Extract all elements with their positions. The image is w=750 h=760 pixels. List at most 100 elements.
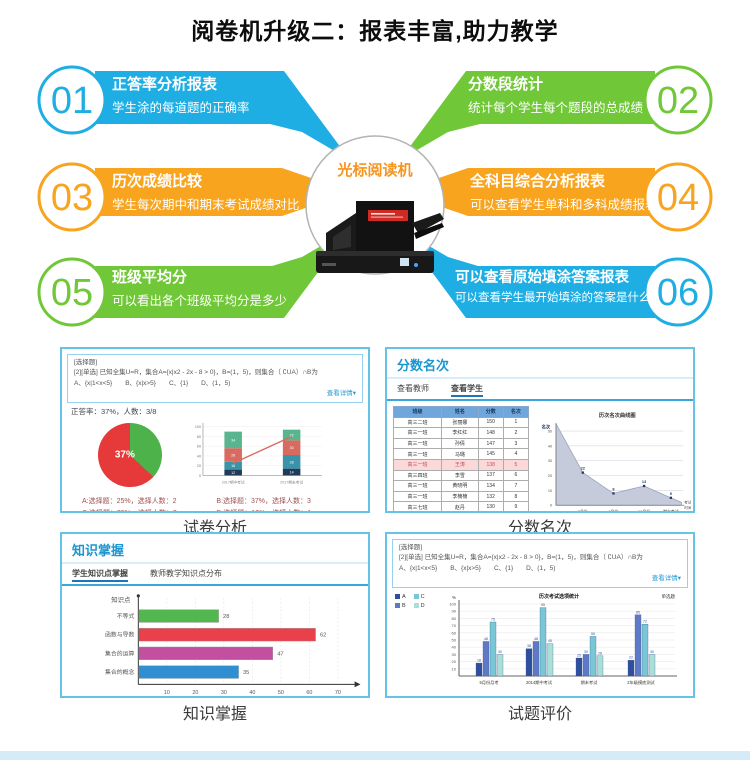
question-box-2: [选择题] [2][单选] 已知全集U=R，集合A={x|x2 - 2x - 8… — [392, 539, 688, 588]
svg-text:40: 40 — [249, 690, 255, 696]
svg-text:2014期中考试: 2014期中考试 — [526, 679, 553, 686]
feature-04-text: 全科目综合分析报表 可以查看学生单科和多科成绩报表 — [470, 173, 658, 213]
svg-text:5: 5 — [670, 492, 673, 496]
question-options: A、{x|1<x<5} B、{x|x>5} C、{1} D、(1，5) — [74, 379, 231, 387]
tab-view-student[interactable]: 查看学生 — [451, 383, 483, 397]
feature-03-text: 历次成绩比较 学生每次期中和期末考试成绩对比 — [112, 173, 300, 213]
badge-04: 04 — [643, 162, 713, 232]
ribbon-03 — [95, 168, 352, 216]
svg-text:48: 48 — [484, 637, 488, 641]
option-legend: A:选择题：25%，选择人数：2 B:选择题：37%，选择人数：3 C:选择题：… — [62, 493, 368, 511]
rank-table-wrap: 班级 姓名 分数 名次 高三二班 张丽娜 150 1 高三一班 李红红 148 2 高三一班 孙倩 147… — [392, 406, 530, 513]
legend-b: B:选择题：37%，选择人数：3 — [216, 497, 311, 505]
swatch-d — [413, 603, 419, 609]
table-row[interactable]: 高三一班 黄晓明 134 7 — [392, 480, 530, 492]
svg-text:6月份: 6月份 — [609, 509, 619, 513]
svg-text:06: 06 — [657, 272, 699, 314]
svg-text:3月份: 3月份 — [578, 509, 588, 513]
svg-text:50: 50 — [278, 690, 284, 696]
tab-teacher-knowledge[interactable]: 教师教学知识点分布 — [150, 569, 222, 578]
badge-05: 05 — [37, 257, 107, 327]
svg-text:考试: 考试 — [684, 499, 691, 504]
correct-rate-pie-chart: 37% — [98, 422, 162, 487]
feature-02-desc: 统计每个学生每个题段的总成绩 — [468, 100, 644, 115]
svg-text:10月份: 10月份 — [638, 509, 650, 513]
view-detail-link[interactable]: 查看详情▾ — [326, 390, 356, 398]
caption-evaluation: 试题评价 — [507, 706, 572, 723]
table-row[interactable]: 高三七班 赵丹 130 9 — [392, 501, 530, 511]
svg-text:47: 47 — [277, 651, 283, 657]
svg-text:名次: 名次 — [542, 424, 551, 431]
svg-text:10: 10 — [164, 690, 170, 696]
svg-text:02: 02 — [657, 80, 699, 122]
knowledge-tabs: 学生知识点掌握 教师教学知识点分布 — [62, 564, 368, 586]
tab-student-knowledge[interactable]: 学生知识点掌握 — [72, 568, 128, 582]
question-tag-2: [选择题] — [399, 544, 423, 551]
feature-06-text: 可以查看原始填涂答案报表 可以查看学生最开始填涂的答案是什么 — [455, 269, 651, 305]
svg-text:时间: 时间 — [684, 505, 691, 510]
svg-text:0: 0 — [550, 504, 552, 508]
feature-06-desc: 可以查看学生最开始填涂的答案是什么 — [455, 292, 651, 305]
omr-scanner-illustration — [316, 201, 444, 273]
table-row[interactable]: 高三一班 马璐 145 4 — [392, 448, 530, 460]
svg-text:30: 30 — [498, 649, 502, 653]
badge-02: 02 — [643, 65, 713, 135]
table-row[interactable]: 高三一班 李楠楠 132 8 — [392, 490, 530, 503]
correct-rate-text: 正答率：37%，人数：3/8 — [71, 406, 157, 416]
svg-text:60: 60 — [197, 444, 201, 448]
svg-text:100: 100 — [195, 425, 201, 429]
ribbon-05 — [95, 229, 350, 318]
badge-03: 03 — [37, 162, 107, 232]
evaluation-legend: A B C D — [387, 590, 425, 609]
svg-text:历次考试选项统计: 历次考试选项统计 — [539, 593, 579, 600]
svg-text:70: 70 — [335, 690, 341, 696]
svg-text:2017期中考试: 2017期中考试 — [222, 479, 245, 484]
legend-a: A:选择题：25%，选择人数：2 — [82, 497, 177, 505]
svg-text:单选题: 单选题 — [661, 593, 675, 600]
svg-text:40: 40 — [197, 454, 201, 458]
legend-d: D:选择题：12%，选择人数：1 — [216, 508, 350, 511]
svg-text:12: 12 — [231, 471, 235, 475]
table-row[interactable]: 高三一班 李红红 148 2 — [392, 427, 530, 439]
feature-01-title: 正答率分析报表 — [112, 76, 218, 93]
exam-charts-row: 37% 0 20 40 60 80 100 12 16 28 34 2017期中考试 14 28 30 22… — [62, 417, 368, 493]
feature-diagram: 01 02 03 04 05 06 正答率分析报表 学生涂的每道题的正确率 分数… — [0, 55, 750, 347]
table-row[interactable]: 高三一班何凡12810 — [394, 512, 529, 513]
caption-knowledge: 知识掌握 — [182, 706, 247, 723]
option-stacked-bar-chart: 0 20 40 60 80 100 12 16 28 34 2017期中考试 14 28 30 22 2017… — [195, 422, 322, 484]
svg-text:20: 20 — [451, 659, 456, 664]
svg-text:75: 75 — [491, 617, 495, 621]
svg-text:期末考试: 期末考试 — [580, 679, 598, 686]
ribbon-02 — [400, 71, 655, 160]
svg-text:80: 80 — [197, 435, 201, 439]
table-row[interactable]: 高三四班 李雪 137 6 — [392, 469, 530, 482]
question-text: [2][单选] 已知全集U=R，集合A={x|x2 - 2x - 8 > 0}，… — [74, 369, 318, 377]
svg-text:40: 40 — [451, 644, 456, 649]
score-rank-title: 分数名次 — [387, 349, 693, 379]
feature-01-desc: 学生涂的每道题的正确率 — [112, 100, 250, 115]
feature-04-title: 全科目综合分析报表 — [470, 173, 606, 190]
tab-view-teacher[interactable]: 查看教师 — [397, 384, 429, 393]
table-row[interactable]: 高三一班 王涛 138 5 — [392, 458, 530, 471]
feature-03-desc: 学生每次期中和期末考试成绩对比 — [112, 197, 300, 212]
svg-text:100: 100 — [449, 601, 456, 606]
svg-text:90: 90 — [451, 608, 456, 613]
swatch-b — [395, 603, 400, 609]
view-detail-link-2[interactable]: 查看详情▾ — [651, 575, 681, 583]
badge-01: 01 — [37, 65, 107, 135]
svg-text:10: 10 — [451, 666, 456, 671]
table-row[interactable]: 高三二班 张丽娜 150 1 — [392, 416, 530, 429]
svg-text:14: 14 — [290, 470, 294, 474]
rank-table: 班级 姓名 分数 名次 高三二班 张丽娜 150 1 高三一班 李红红 148 2 高三一班 孙倩 147… — [392, 406, 530, 513]
svg-text:50: 50 — [451, 637, 456, 642]
table-row[interactable]: 高三一班 孙倩 147 3 — [392, 437, 530, 450]
svg-text:60: 60 — [451, 630, 456, 635]
page-title: 阅卷机升级二：报表丰富,助力教学 — [191, 18, 559, 44]
evaluation-grouped-bar-chart: 历次考试选项统计 单选题% 10 20 30 40 50 60 70 80 90 100 18 48 75 3… — [449, 593, 677, 686]
svg-text:45: 45 — [548, 639, 552, 643]
ribbon-06 — [400, 229, 655, 318]
feature-02-title: 分数段统计 — [468, 76, 544, 93]
legend-item-a: A — [395, 594, 406, 600]
pie-perc值-label: 37% — [114, 449, 135, 461]
